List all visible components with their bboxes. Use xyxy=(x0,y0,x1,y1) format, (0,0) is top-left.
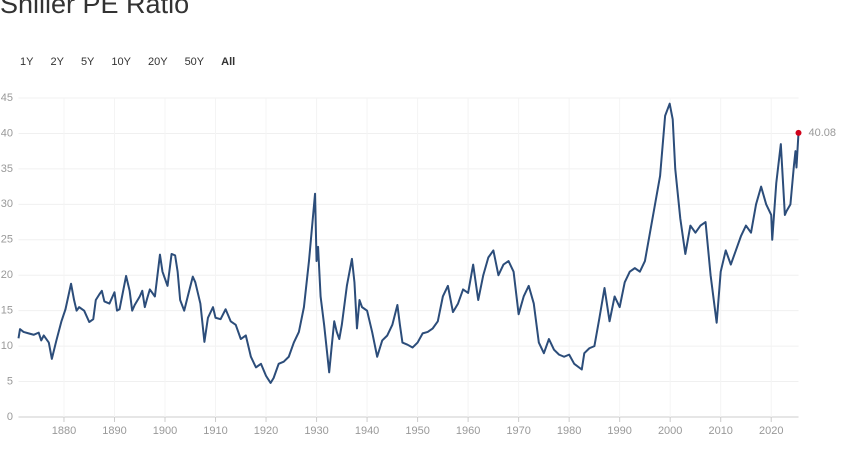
range-button[interactable]: 50Y xyxy=(185,56,205,68)
range-button[interactable]: 5Y xyxy=(81,56,95,68)
range-button[interactable]: 20Y xyxy=(148,56,168,68)
y-tick-label: 20 xyxy=(1,269,13,281)
x-tick-label: 1890 xyxy=(102,425,126,437)
range-button[interactable]: 10Y xyxy=(111,56,131,68)
y-tick-label: 5 xyxy=(7,375,13,387)
x-tick-label: 1970 xyxy=(506,425,530,437)
y-tick-label: 0 xyxy=(7,411,13,423)
x-tick-label: 1960 xyxy=(456,425,480,437)
x-tick-label: 1920 xyxy=(254,425,278,437)
y-tick-label: 30 xyxy=(1,198,13,210)
x-tick-label: 1980 xyxy=(557,425,581,437)
chart-title: Shiller PE Ratio xyxy=(0,0,189,19)
x-tick-label: 1990 xyxy=(607,425,631,437)
x-tick-label: 1950 xyxy=(405,425,429,437)
range-button[interactable]: 2Y xyxy=(50,56,64,68)
x-tick-label: 1880 xyxy=(52,425,76,437)
x-tick-label: 1900 xyxy=(153,425,177,437)
line-series xyxy=(17,102,800,384)
y-tick-label: 35 xyxy=(1,163,13,175)
y-tick-label: 25 xyxy=(1,234,13,246)
x-tick-label: 1910 xyxy=(203,425,227,437)
x-tick-label: 1930 xyxy=(304,425,328,437)
x-tick-label: 2020 xyxy=(759,425,783,437)
y-tick-label: 10 xyxy=(1,340,13,352)
x-tick-label: 2000 xyxy=(658,425,682,437)
last-point xyxy=(795,129,802,136)
x-tick-label: 2010 xyxy=(708,425,732,437)
y-tick-label: 40 xyxy=(1,127,13,139)
y-tick-label: 45 xyxy=(1,92,13,104)
range-button[interactable]: All xyxy=(221,56,235,68)
y-tick-label: 15 xyxy=(1,305,13,317)
range-button[interactable]: 1Y xyxy=(20,56,34,68)
x-tick-label: 1940 xyxy=(355,425,379,437)
last-value-label: 40.08 xyxy=(809,127,837,139)
